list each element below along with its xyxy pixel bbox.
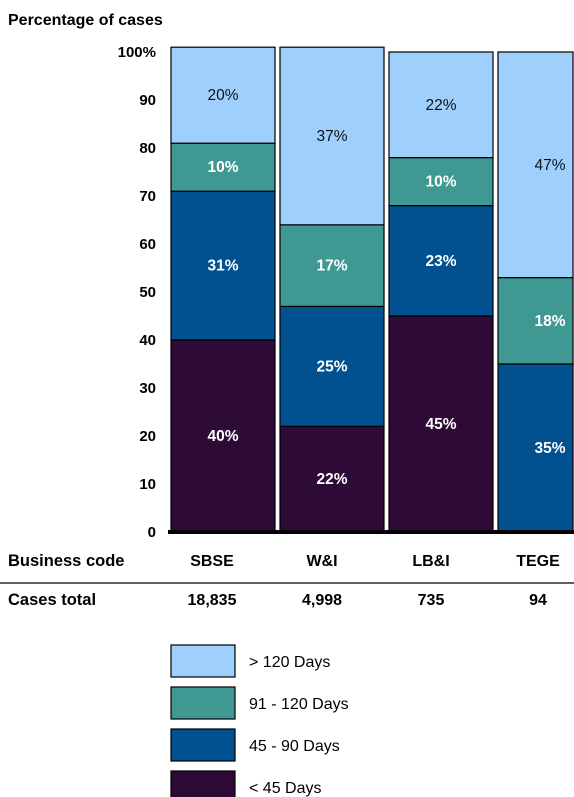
bar-segment <box>497 51 574 279</box>
y-tick-label: 0 <box>148 524 156 541</box>
y-axis-title: Percentage of cases <box>8 12 163 29</box>
legend-label: 91 - 120 Days <box>249 696 349 713</box>
bar-segment <box>388 205 494 317</box>
bar-segment <box>497 363 574 533</box>
y-tick-label: 20 <box>139 428 156 445</box>
y-tick-label: 70 <box>139 188 156 205</box>
y-tick-label: 50 <box>139 284 156 301</box>
bar-data-label: 37% <box>316 128 347 145</box>
cases-total-value: 735 <box>418 592 445 609</box>
legend-swatch <box>170 770 236 797</box>
bar-data-label: 35% <box>534 440 565 457</box>
bar-data-label: 10% <box>207 159 238 176</box>
bar-segment <box>388 157 494 207</box>
y-tick-label: 90 <box>139 92 156 109</box>
bar-data-label: 18% <box>534 313 565 330</box>
y-tick-label: 30 <box>139 380 156 397</box>
category-label: SBSE <box>190 553 234 570</box>
category-label: LB&I <box>412 553 449 570</box>
bar-segment <box>279 224 385 308</box>
bar-segment <box>279 425 385 533</box>
bar-data-label: 20% <box>207 87 238 104</box>
y-axis-ticks: 0 10 20 30 40 50 60 70 80 90 100% <box>118 44 156 541</box>
bar-data-label: 17% <box>316 258 347 275</box>
legend-swatch <box>170 728 236 762</box>
y-tick-label: 60 <box>139 236 156 253</box>
legend-label: 45 - 90 Days <box>249 738 340 755</box>
bar-data-label: 40% <box>207 428 238 445</box>
y-tick-label: 100% <box>118 44 156 61</box>
y-tick-label: 10 <box>139 476 156 493</box>
cases-total-value: 18,835 <box>188 592 237 609</box>
bar-data-label: 25% <box>316 358 347 375</box>
category-label: W&I <box>306 553 337 570</box>
legend-label: > 120 Days <box>249 654 330 671</box>
category-labels: SBSE W&I LB&I TEGE <box>190 553 560 570</box>
bar-data-label: 10% <box>425 174 456 191</box>
bar-segment <box>170 339 276 533</box>
bars: 40% 31% 10% 20% 22% 25% 17% 37% 45% 23% 10% 22% 35% 1… <box>170 46 574 533</box>
legend-label: < 45 Days <box>249 780 321 797</box>
bar-segment <box>170 190 276 341</box>
bar-segment <box>279 46 385 226</box>
y-tick-label: 40 <box>139 332 156 349</box>
legend-swatch <box>170 644 236 678</box>
cases-total-value: 94 <box>529 592 547 609</box>
category-label: TEGE <box>516 553 560 570</box>
bar-data-label: 22% <box>425 97 456 114</box>
legend-swatch <box>170 686 236 720</box>
bar-data-label: 31% <box>207 258 238 275</box>
legend: > 120 Days 91 - 120 Days 45 - 90 Days < 45 … <box>170 644 349 797</box>
bar-segment <box>279 305 385 427</box>
bar-data-label: 23% <box>425 253 456 270</box>
bar-data-label: 47% <box>534 157 565 174</box>
bar-segment <box>170 46 276 144</box>
business-code-header: Business code <box>8 552 124 570</box>
bar-data-label: 22% <box>316 471 347 488</box>
bar-data-label: 45% <box>425 416 456 433</box>
cases-totals: 18,835 4,998 735 94 <box>188 592 547 609</box>
cases-total-header: Cases total <box>8 591 96 609</box>
y-tick-label: 80 <box>139 140 156 157</box>
cases-total-value: 4,998 <box>302 592 342 609</box>
bar-segment <box>388 51 494 159</box>
